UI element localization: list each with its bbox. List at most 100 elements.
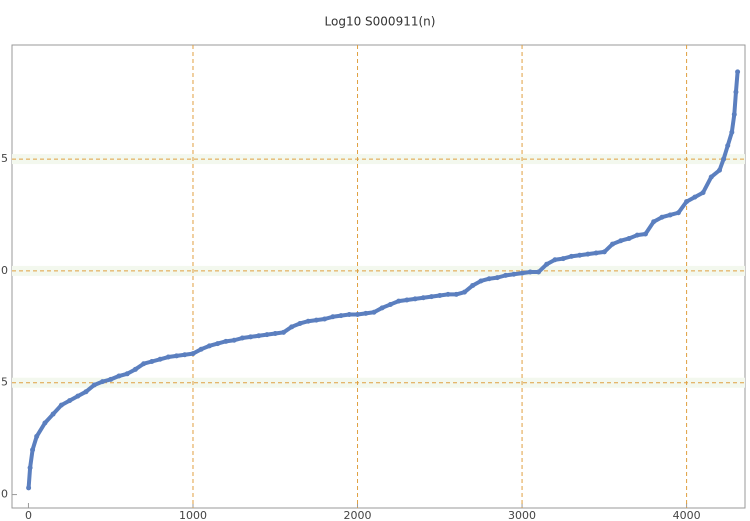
point xyxy=(190,351,196,357)
point xyxy=(470,282,476,288)
y-tick-label: 5 xyxy=(1,376,8,389)
point xyxy=(560,256,566,262)
point xyxy=(731,111,737,117)
point xyxy=(544,261,550,267)
point xyxy=(223,338,229,344)
point xyxy=(248,334,254,340)
y-tick-label: 15 xyxy=(0,152,8,165)
point xyxy=(330,314,336,320)
point xyxy=(50,411,56,417)
x-tick-label: 0 xyxy=(25,509,32,521)
point xyxy=(149,358,155,364)
point xyxy=(486,276,492,282)
point xyxy=(322,316,328,322)
point xyxy=(568,253,574,259)
point xyxy=(67,398,73,404)
point xyxy=(280,329,286,335)
point xyxy=(116,373,122,379)
point xyxy=(478,278,484,284)
point xyxy=(610,241,616,247)
x-tick-label: 1000 xyxy=(179,509,207,521)
point xyxy=(379,305,385,311)
point xyxy=(708,174,714,180)
point xyxy=(165,354,171,360)
point xyxy=(256,333,262,339)
point xyxy=(42,420,48,426)
point xyxy=(642,231,648,237)
point xyxy=(626,235,632,241)
point xyxy=(675,210,681,216)
point xyxy=(289,324,295,330)
point xyxy=(215,341,221,347)
point xyxy=(174,353,180,359)
point xyxy=(700,190,706,196)
point xyxy=(141,361,147,367)
point xyxy=(297,320,303,326)
point xyxy=(721,156,727,162)
point xyxy=(729,129,735,135)
chart-title: Log10 S000911(n) xyxy=(325,15,436,29)
point xyxy=(124,371,130,377)
point xyxy=(725,143,731,149)
point xyxy=(34,433,40,439)
point xyxy=(445,291,451,297)
point xyxy=(585,251,591,257)
point xyxy=(396,298,402,304)
data-trace xyxy=(26,69,740,490)
point xyxy=(716,167,722,173)
point xyxy=(684,199,690,205)
point xyxy=(429,294,435,300)
point xyxy=(58,402,64,408)
point xyxy=(519,270,525,276)
point xyxy=(30,447,36,453)
point xyxy=(461,289,467,295)
point xyxy=(371,309,377,315)
point xyxy=(659,214,665,220)
point xyxy=(231,337,237,343)
point xyxy=(651,219,657,225)
point xyxy=(108,376,114,382)
y-tick-label: 10 xyxy=(0,264,8,277)
plot-frame xyxy=(11,44,746,509)
point xyxy=(667,212,673,218)
x-tick-label: 3000 xyxy=(508,509,536,521)
point xyxy=(412,296,418,302)
point xyxy=(494,275,500,281)
point xyxy=(27,465,33,471)
point xyxy=(735,69,741,75)
point xyxy=(387,301,393,307)
point xyxy=(552,257,558,263)
point xyxy=(511,271,517,277)
point xyxy=(264,332,270,338)
point xyxy=(26,485,32,491)
point xyxy=(313,317,319,323)
point xyxy=(338,313,344,319)
point xyxy=(577,252,583,258)
point xyxy=(239,335,245,341)
point xyxy=(99,379,105,385)
point xyxy=(601,249,607,255)
x-tick-label: 4000 xyxy=(673,509,701,521)
point xyxy=(404,297,410,303)
point xyxy=(75,393,81,399)
point xyxy=(272,331,278,337)
point xyxy=(453,291,459,297)
point xyxy=(527,269,533,275)
point xyxy=(83,389,89,395)
point xyxy=(206,343,212,349)
point xyxy=(503,272,509,278)
point xyxy=(305,318,311,324)
point xyxy=(437,293,443,299)
point xyxy=(182,352,188,358)
point xyxy=(420,295,426,301)
point xyxy=(618,238,624,244)
point xyxy=(593,250,599,256)
point xyxy=(132,366,138,372)
x-tick-label: 2000 xyxy=(344,509,372,521)
point xyxy=(198,346,204,352)
point xyxy=(91,382,97,388)
point xyxy=(634,232,640,238)
point xyxy=(692,194,698,200)
point xyxy=(157,356,163,362)
